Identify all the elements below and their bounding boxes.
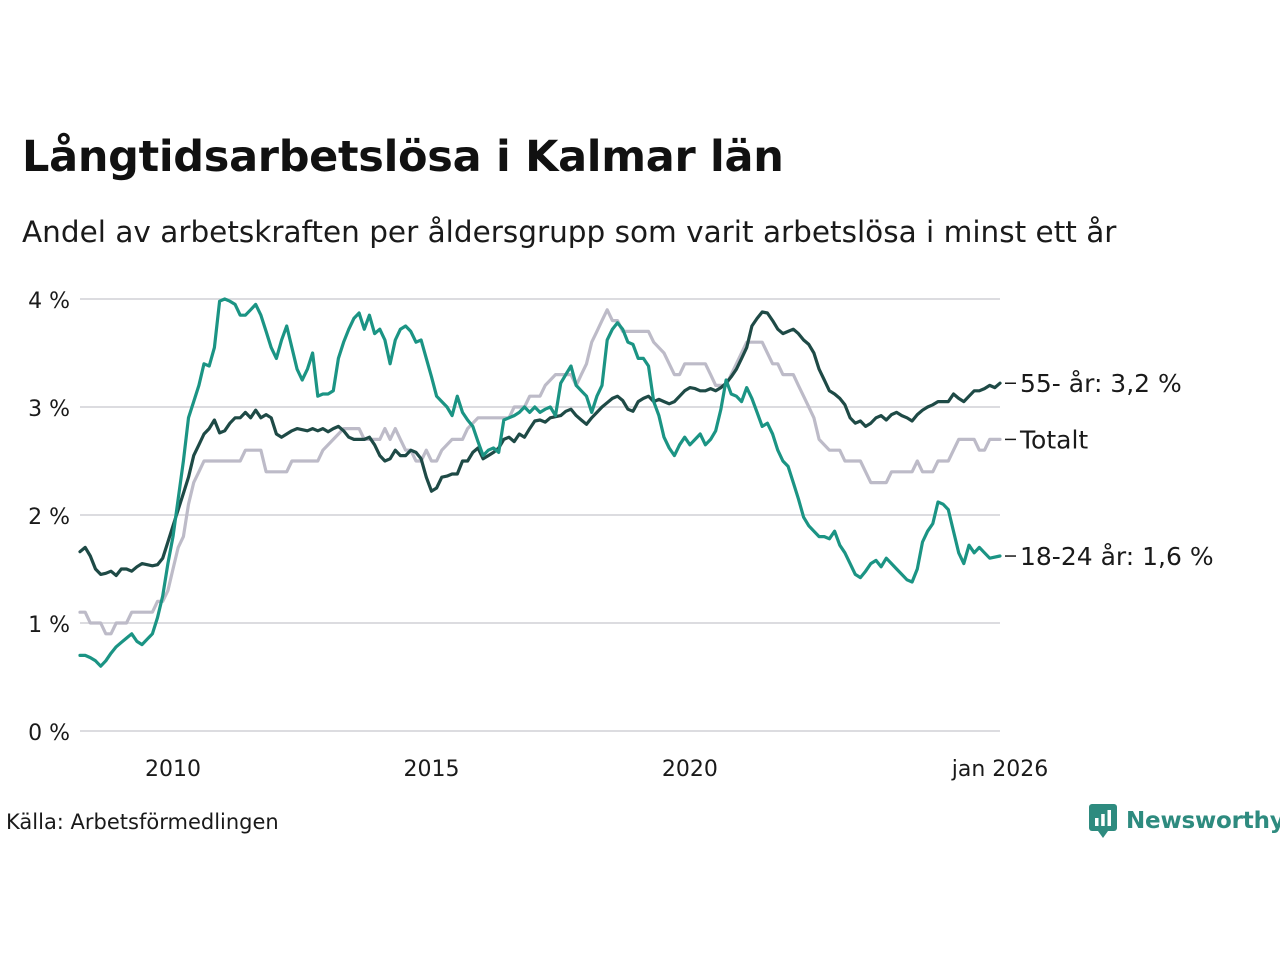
series-line bbox=[78, 310, 1002, 578]
x-tick-label: 2015 bbox=[403, 757, 459, 782]
x-axis: 2010 2015 2020 jan 2026 bbox=[145, 757, 1048, 782]
y-axis: 0 % 1 % 2 % 3 % 4 % bbox=[28, 289, 70, 746]
y-tick-label: 4 % bbox=[28, 289, 70, 314]
series-line bbox=[78, 297, 1002, 668]
series-end-label: 18-24 år: 1,6 % bbox=[1020, 542, 1214, 571]
y-tick-label: 1 % bbox=[28, 613, 70, 638]
y-tick-label: 2 % bbox=[28, 505, 70, 530]
chart-title: Långtidsarbetslösa i Kalmar län bbox=[22, 132, 784, 182]
y-tick-label: 3 % bbox=[28, 397, 70, 422]
brand-name: Newsworthy bbox=[1126, 808, 1280, 834]
series-labels: 55- år: 3,2 % Totalt 18-24 år: 1,6 % bbox=[1005, 369, 1214, 571]
series-end-label: Totalt bbox=[1019, 425, 1088, 454]
newsworthy-logo-icon bbox=[1089, 804, 1117, 838]
x-tick-label: 2010 bbox=[145, 757, 201, 782]
chart-subtitle: Andel av arbetskraften per åldersgrupp s… bbox=[22, 215, 1117, 249]
y-tick-label: 0 % bbox=[28, 721, 70, 746]
grid-lines bbox=[80, 298, 1000, 732]
series-end-label: 55- år: 3,2 % bbox=[1020, 369, 1182, 398]
x-tick-label: 2020 bbox=[662, 757, 718, 782]
series-lines bbox=[78, 297, 1002, 668]
x-tick-label: jan 2026 bbox=[951, 757, 1049, 782]
source-note: Källa: Arbetsförmedlingen bbox=[6, 810, 279, 834]
series-line bbox=[78, 308, 1002, 636]
brand-logo: Newsworthy bbox=[1088, 803, 1280, 839]
